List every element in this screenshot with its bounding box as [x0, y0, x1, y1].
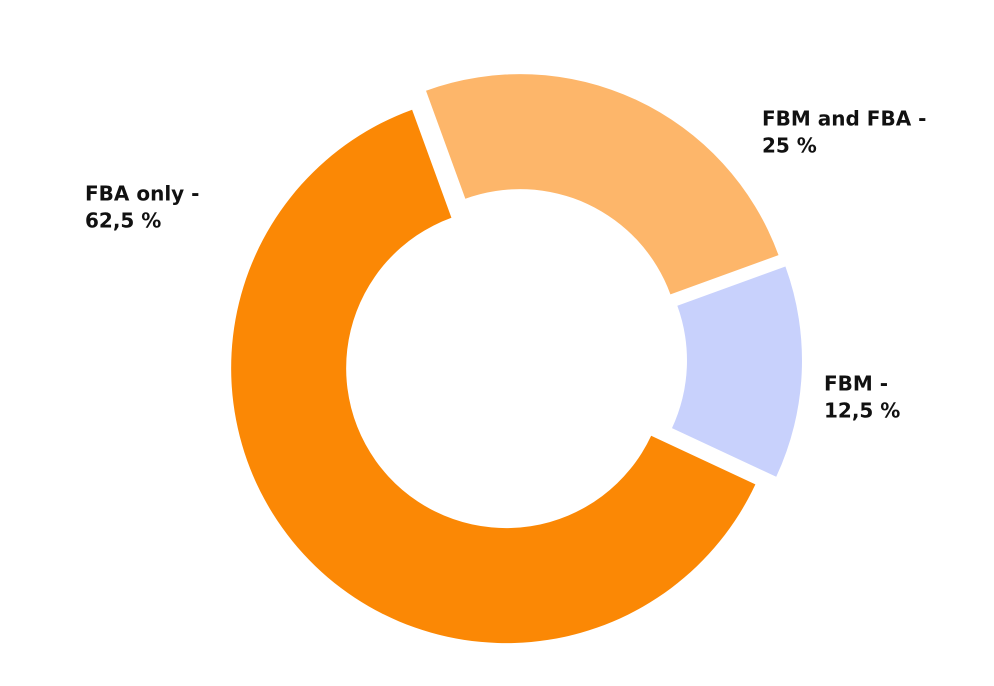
donut-slice [231, 109, 756, 644]
donut-slice [426, 74, 779, 295]
donut-slice [671, 266, 802, 477]
slice-value-label: 12,5 % [824, 399, 900, 423]
slice-label: FBA only - [85, 182, 199, 206]
slice-value-label: 25 % [762, 134, 817, 158]
slice-label: FBM - [824, 372, 888, 396]
slice-value-label: 62,5 % [85, 209, 161, 233]
slice-label: FBM and FBA - [762, 107, 926, 131]
